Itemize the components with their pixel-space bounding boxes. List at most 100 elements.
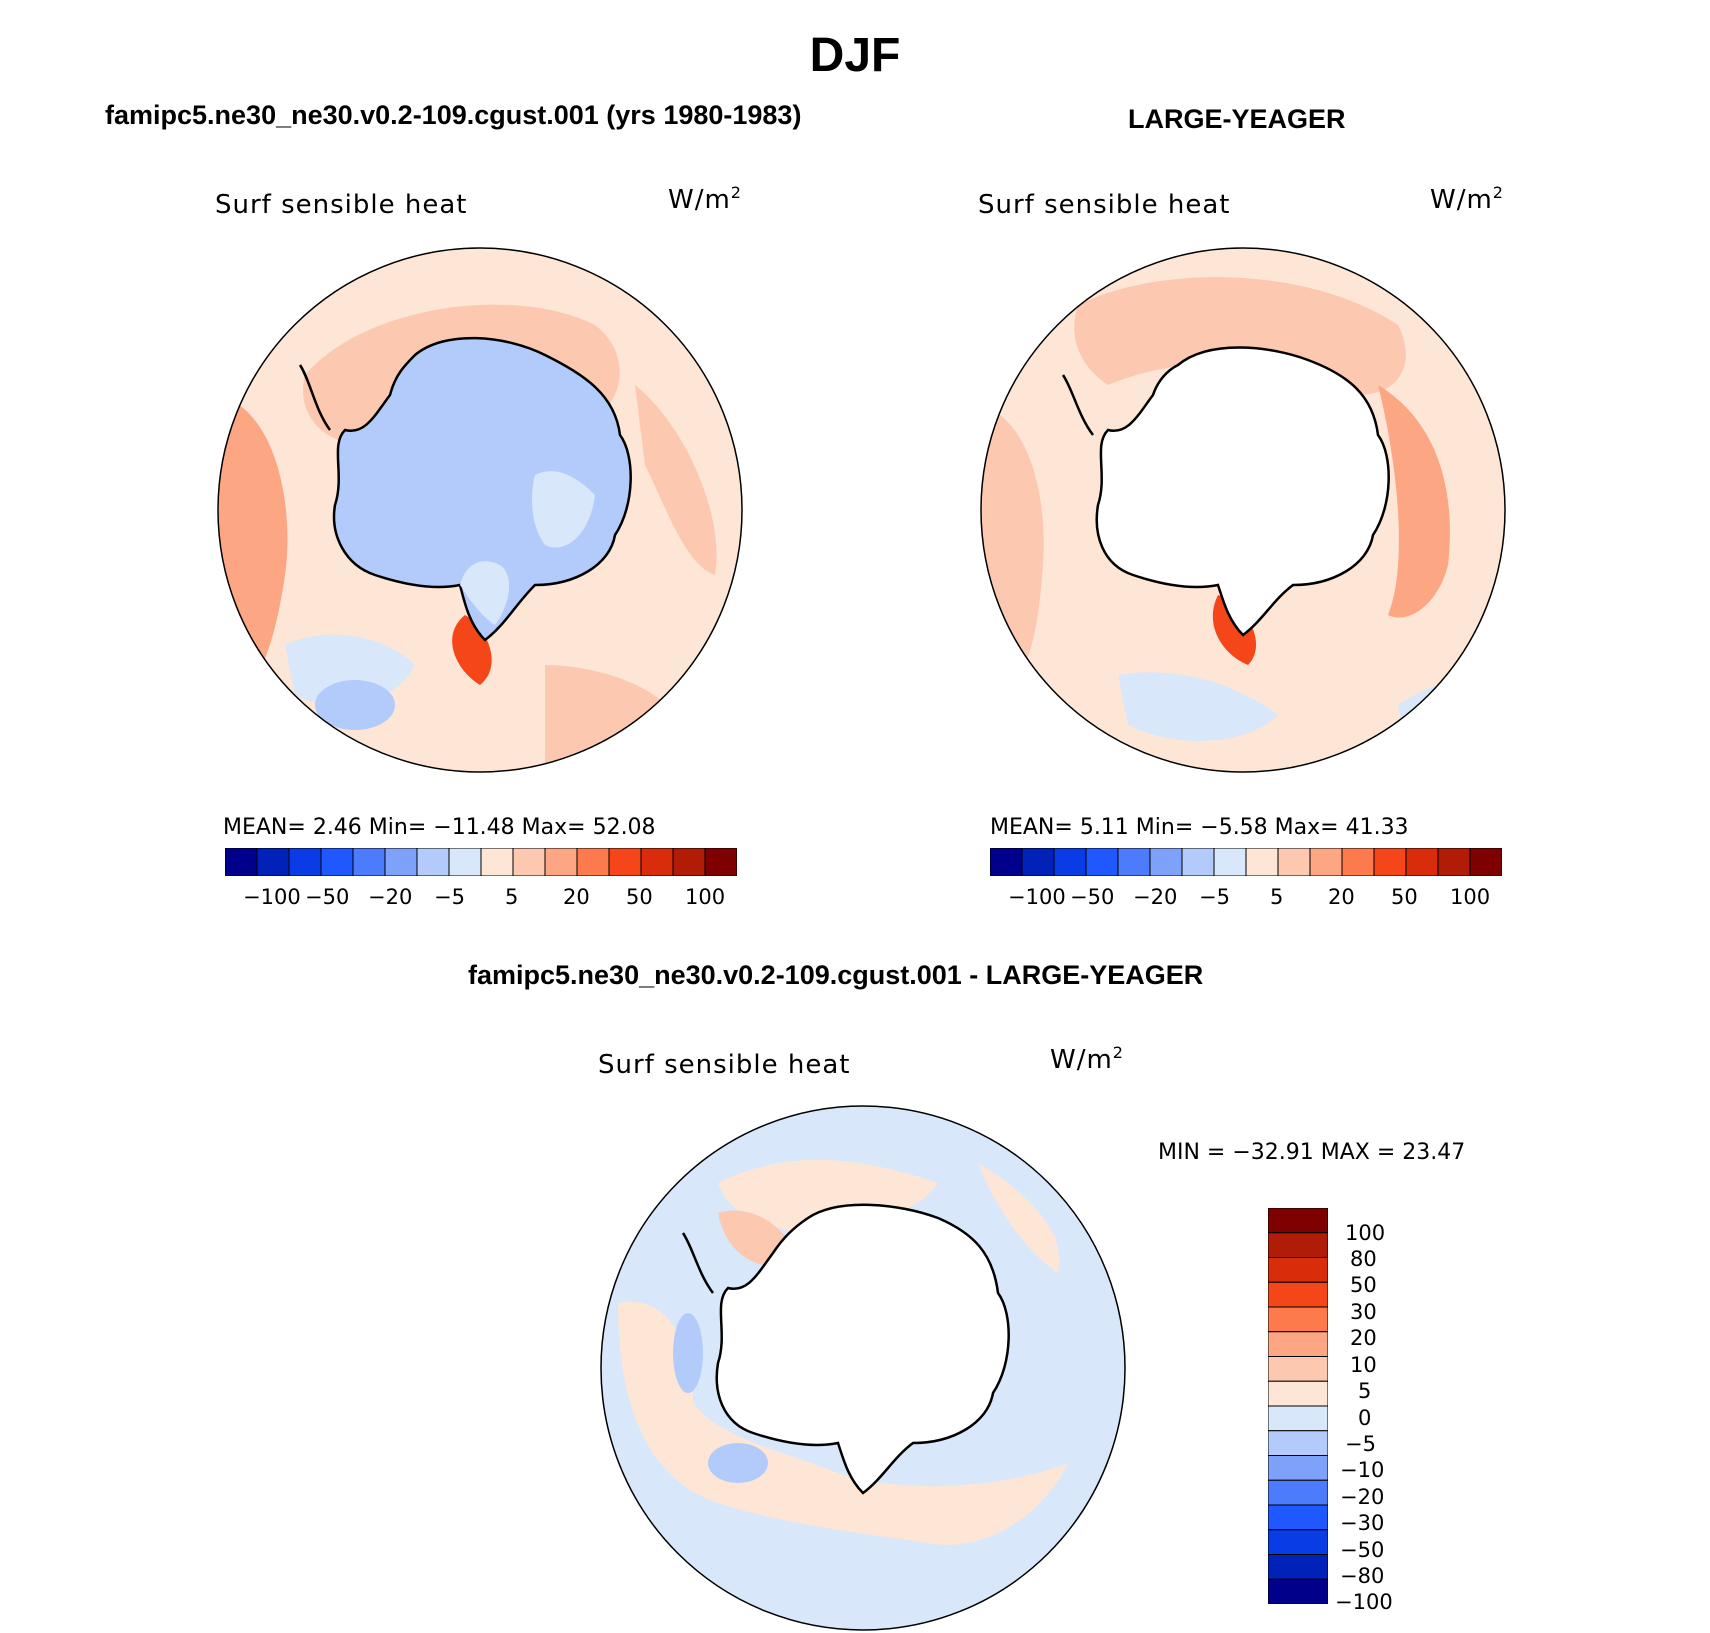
colorbar-swatch	[352, 848, 386, 876]
colorbar-swatch	[225, 848, 258, 876]
variable-label-obs: Surf sensible heat	[978, 190, 1231, 220]
cb2-tick-50: 50	[1350, 1273, 1377, 1297]
colorbar-swatch	[256, 848, 290, 876]
cb-tick-100: 100	[685, 885, 726, 909]
colorbar-swatch	[1213, 848, 1247, 876]
cb2-tick-30: 30	[1350, 1300, 1377, 1324]
cb-tick-m50: −50	[1070, 885, 1115, 909]
colorbar-swatch	[1268, 1479, 1328, 1506]
continent-warm-patch	[532, 471, 595, 548]
colorbar-swatch	[1373, 848, 1407, 876]
variable-label-diff: Surf sensible heat	[598, 1050, 851, 1080]
colorbar-swatch	[576, 848, 610, 876]
cb2-tick-m100: −100	[1335, 1590, 1393, 1614]
cb2-tick-80: 80	[1350, 1247, 1377, 1271]
colorbar-swatch	[1268, 1405, 1328, 1432]
colorbar-swatch	[1268, 1578, 1328, 1604]
colorbar-swatch	[1245, 848, 1279, 876]
colorbar-obs	[990, 848, 1502, 876]
colorbar-diff	[1268, 1208, 1328, 1604]
cb-tick-50: 50	[626, 885, 653, 909]
ocean-cool-spot	[708, 1443, 768, 1483]
colorbar-swatch	[320, 848, 354, 876]
colorbar-swatch	[1268, 1380, 1328, 1407]
colorbar-swatch	[1268, 1504, 1328, 1531]
colorbar-swatch	[1268, 1281, 1328, 1308]
cb2-tick-m50: −50	[1340, 1538, 1385, 1562]
ocean-cool-nw	[225, 248, 305, 315]
variable-label-model: Surf sensible heat	[215, 190, 468, 220]
antarctica-continent	[1095, 346, 1390, 637]
main-title: DJF	[809, 29, 901, 82]
hotspot-ross	[1212, 595, 1257, 665]
colorbar-swatch	[1021, 848, 1055, 876]
ocean-warm-se	[645, 715, 742, 772]
colorbar-swatch	[1437, 848, 1471, 876]
cb2-tick-20: 20	[1350, 1326, 1377, 1350]
polar-map-diff	[600, 1105, 1126, 1631]
colorbar-swatch	[1268, 1529, 1328, 1555]
cb2-tick-10: 10	[1350, 1353, 1377, 1377]
polar-map-obs	[980, 247, 1506, 773]
ocean-warm-band	[618, 1301, 1068, 1545]
units-label-diff: W/m2	[1050, 1043, 1124, 1075]
cb-tick-m100: −100	[243, 885, 301, 909]
ocean-cool-south	[601, 1319, 1125, 1630]
colorbar-model	[225, 848, 737, 876]
panel-title-obs: LARGE-YEAGER	[1128, 104, 1346, 134]
colorbar-swatch	[416, 848, 450, 876]
ocean-shade-east	[635, 385, 717, 575]
cb2-tick-m10: −10	[1340, 1458, 1385, 1482]
ross-ice-shelf	[460, 561, 510, 625]
colorbar-swatch	[1085, 848, 1119, 876]
cb2-tick-m80: −80	[1340, 1564, 1385, 1588]
cb2-tick-100: 100	[1345, 1221, 1386, 1245]
antarctica-continent	[715, 1203, 1010, 1495]
colorbar-swatch	[1268, 1455, 1328, 1481]
colorbar-swatch	[1268, 1208, 1328, 1234]
cb2-tick-5: 5	[1358, 1379, 1372, 1403]
colorbar-swatch	[1469, 848, 1502, 876]
colorbar-swatch	[1268, 1430, 1328, 1456]
colorbar-swatch	[1053, 848, 1087, 876]
cb2-tick-m20: −20	[1340, 1485, 1385, 1509]
colorbar-swatch	[672, 848, 706, 876]
colorbar-swatch	[1149, 848, 1183, 876]
units-label-obs: W/m2	[1430, 183, 1504, 215]
colorbar-swatch	[512, 848, 546, 876]
ocean-warm-ne	[978, 1163, 1060, 1273]
cb-tick-20: 20	[1328, 885, 1355, 909]
ocean-cool-spot	[315, 680, 395, 730]
cb-tick-50: 50	[1391, 885, 1418, 909]
colorbar-swatch	[704, 848, 737, 876]
stats-obs: MEAN= 5.11 Min= −5.58 Max= 41.33	[990, 815, 1409, 840]
cb-tick-m5: −5	[434, 885, 465, 909]
colorbar-swatch	[640, 848, 674, 876]
map-border	[217, 247, 743, 773]
stats-diff: MIN = −32.91 MAX = 23.47	[1158, 1140, 1466, 1165]
panel-title-model: famipc5.ne30_ne30.v0.2-109.cgust.001 (yr…	[105, 100, 802, 130]
cb-tick-20: 20	[563, 885, 590, 909]
cb-tick-m5: −5	[1199, 885, 1230, 909]
antarctic-peninsula	[681, 1232, 715, 1294]
ocean-warm-east	[1378, 385, 1450, 618]
antarctica-continent	[332, 336, 632, 642]
colorbar-swatch	[384, 848, 418, 876]
colorbar-swatch	[288, 848, 322, 876]
colorbar-swatch	[544, 848, 578, 876]
cb-tick-m20: −20	[368, 885, 413, 909]
colorbar-swatch	[1117, 848, 1151, 876]
cb-tick-m100: −100	[1008, 885, 1066, 909]
colorbar-swatch	[448, 848, 482, 876]
panel-title-diff: famipc5.ne30_ne30.v0.2-109.cgust.001 - L…	[468, 960, 1204, 990]
cb2-tick-m5: −5	[1345, 1432, 1376, 1456]
cb-tick-5: 5	[505, 885, 519, 909]
stats-model: MEAN= 2.46 Min= −11.48 Max= 52.08	[223, 815, 656, 840]
cb-tick-m20: −20	[1133, 885, 1178, 909]
colorbar-swatch	[1268, 1306, 1328, 1333]
colorbar-swatch	[1309, 848, 1343, 876]
cb-tick-5: 5	[1270, 885, 1284, 909]
units-label-model: W/m2	[668, 183, 742, 215]
cb-tick-100: 100	[1450, 885, 1491, 909]
polar-map-model	[217, 247, 743, 773]
